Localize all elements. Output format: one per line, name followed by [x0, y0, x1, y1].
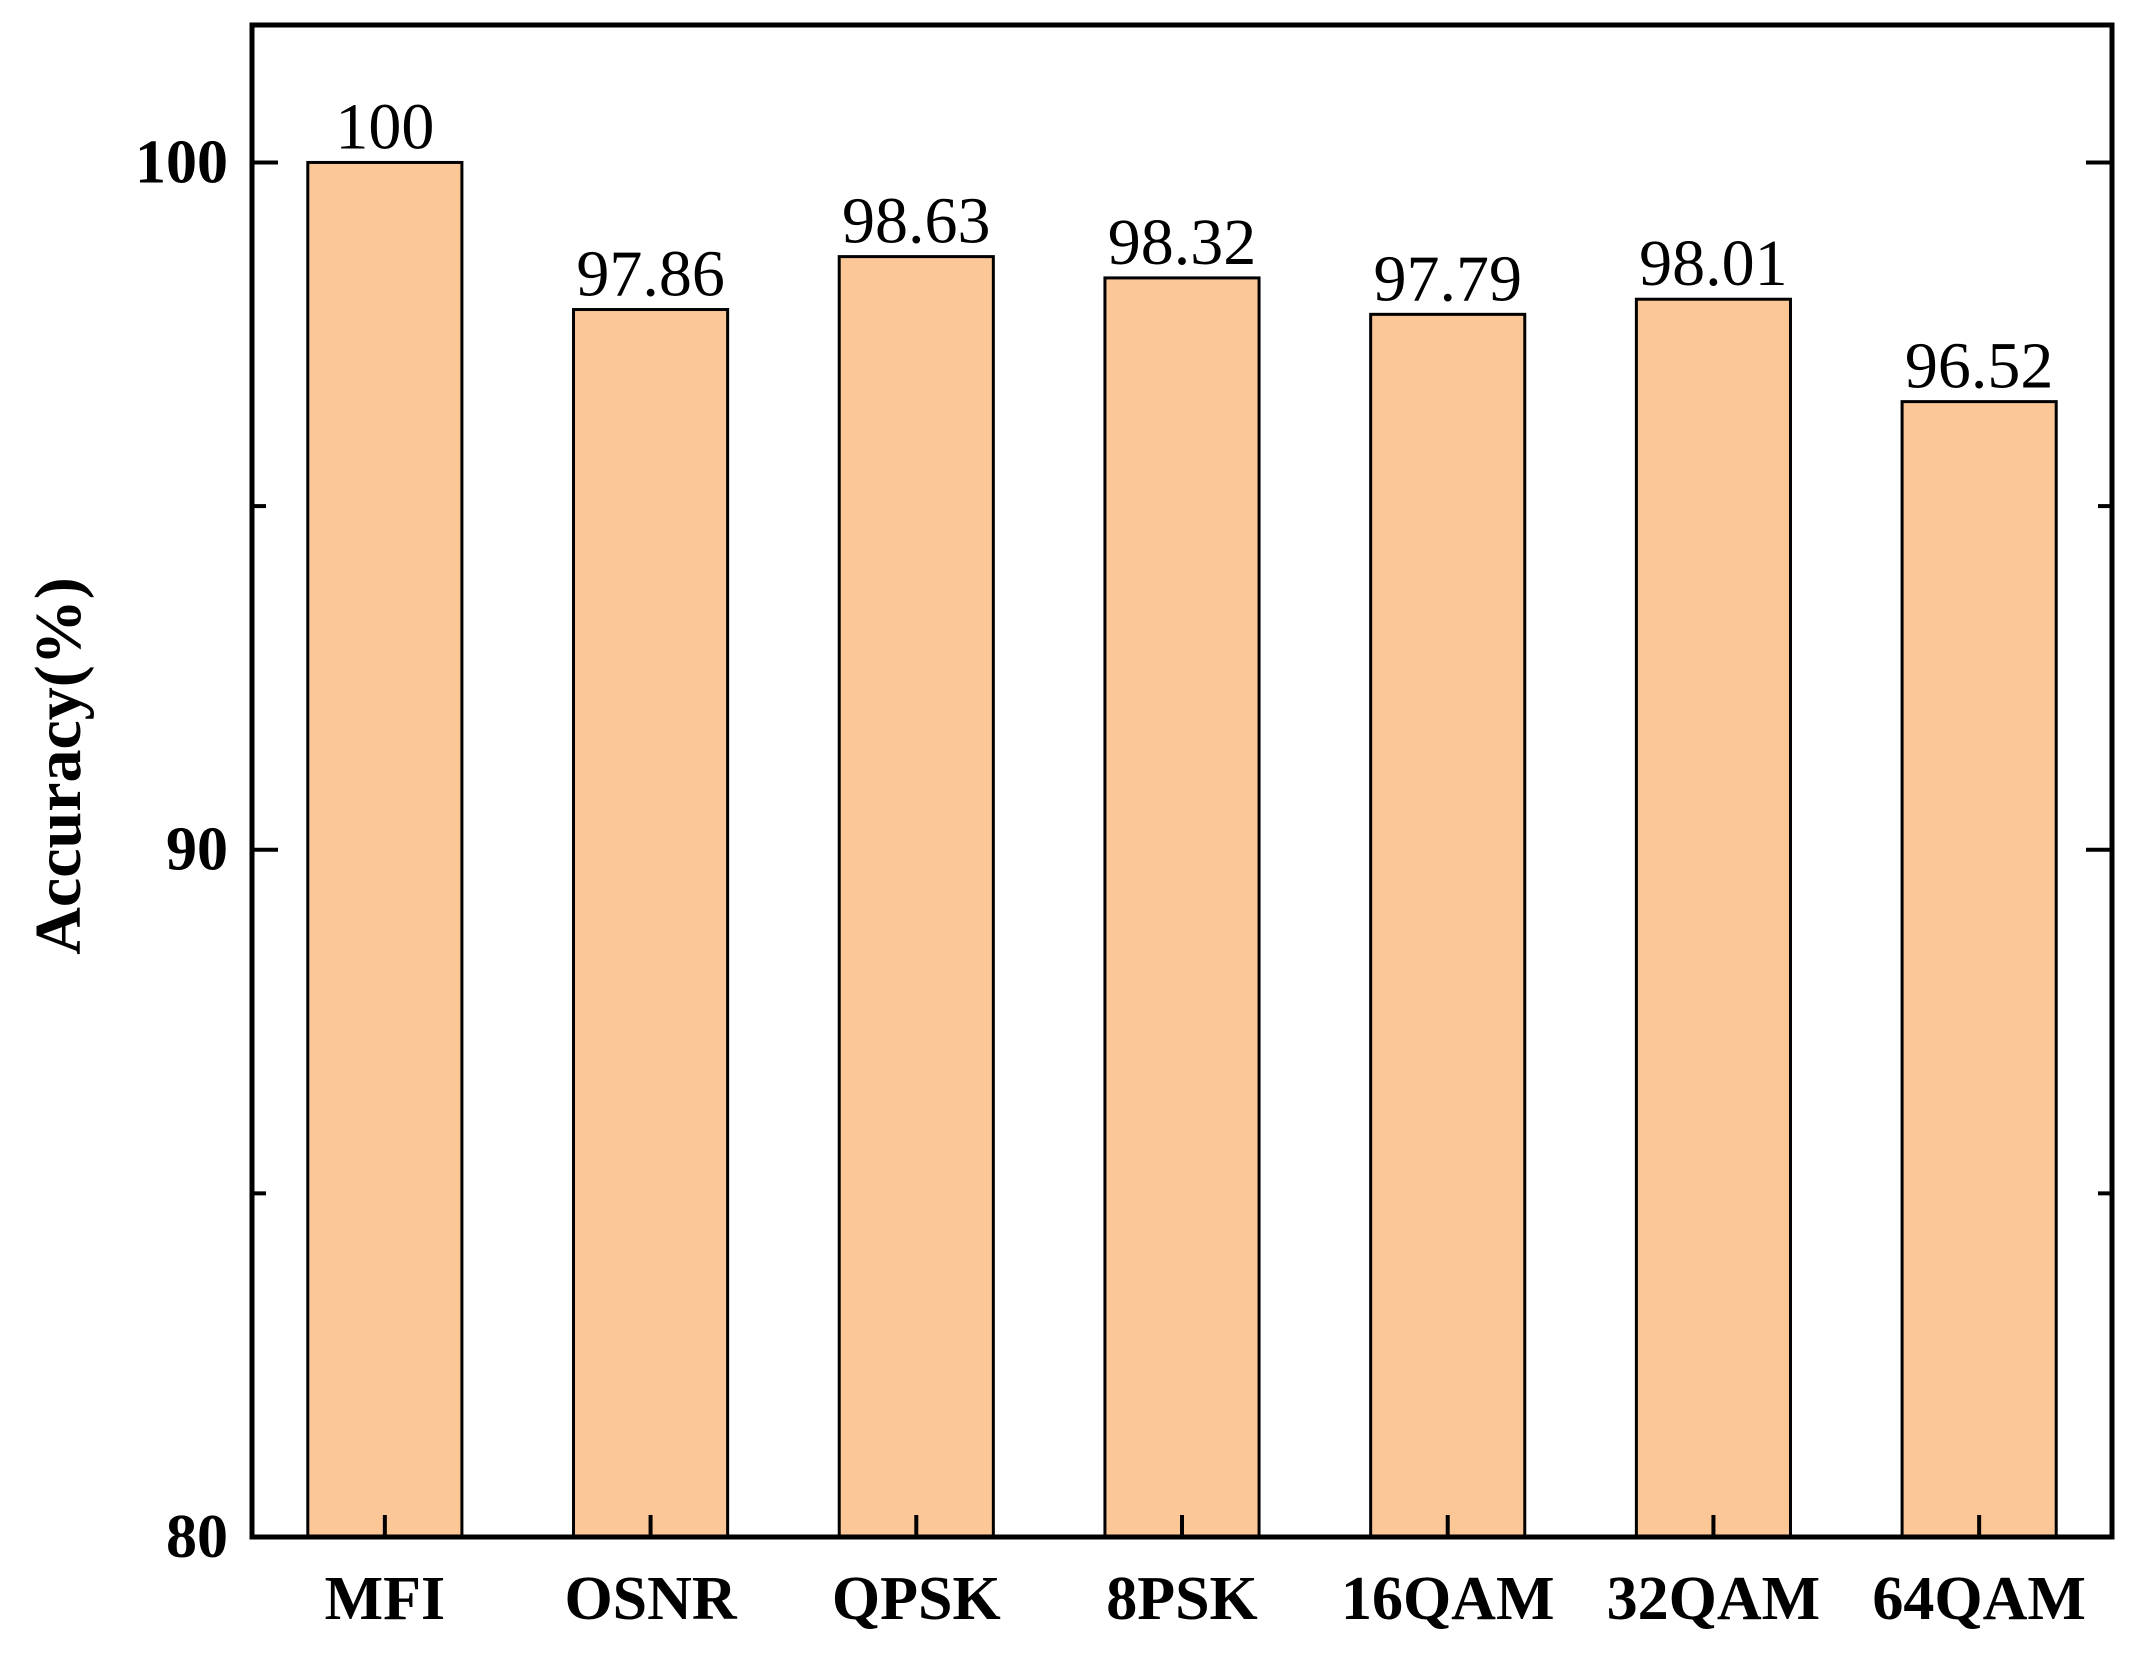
- data-label-8psk: 98.32: [1108, 206, 1257, 279]
- data-label-osnr: 97.86: [576, 238, 725, 311]
- bar-16qam: [1369, 312, 1527, 1539]
- x-tick-label-8psk: 8PSK: [1106, 1565, 1258, 1633]
- y-tick-label-90: 90: [166, 816, 228, 884]
- data-label-mfi: 100: [335, 90, 434, 163]
- data-label-qpsk: 98.63: [842, 185, 991, 258]
- x-tick-label-64qam: 64QAM: [1872, 1565, 2086, 1633]
- data-label-32qam: 98.01: [1639, 227, 1788, 300]
- x-axis-labels: MFI OSNR QPSK 8PSK 16QAM 32QAM 64QAM: [325, 1565, 2086, 1633]
- bars-group: [306, 160, 2058, 1539]
- data-label-64qam: 96.52: [1905, 330, 2054, 403]
- plot-frame: [249, 22, 2115, 1540]
- y-tick-label-80: 80: [166, 1503, 228, 1571]
- x-tick-label-32qam: 32QAM: [1607, 1565, 1821, 1633]
- y-axis-labels: 80 90 100: [135, 128, 228, 1571]
- bar-mfi: [306, 160, 464, 1539]
- bar-64qam: [1900, 400, 2058, 1539]
- data-labels-group: 100 97.86 98.63 98.32 97.79 98.01 96.52: [335, 90, 2053, 402]
- bar-osnr: [572, 308, 730, 1539]
- bar-qpsk: [837, 255, 995, 1539]
- x-tick-label-osnr: OSNR: [564, 1565, 737, 1633]
- y-tick-label-100: 100: [135, 128, 228, 196]
- x-tick-label-qpsk: QPSK: [832, 1565, 1001, 1633]
- x-tick-label-16qam: 16QAM: [1341, 1565, 1555, 1633]
- y-axis-title: Accuracy(%): [22, 577, 95, 955]
- x-ticks-group: [382, 1515, 1982, 1537]
- bar-8psk: [1103, 276, 1261, 1539]
- x-tick-label-mfi: MFI: [325, 1565, 446, 1633]
- bar-32qam: [1634, 297, 1792, 1539]
- data-label-16qam: 97.79: [1373, 242, 1522, 315]
